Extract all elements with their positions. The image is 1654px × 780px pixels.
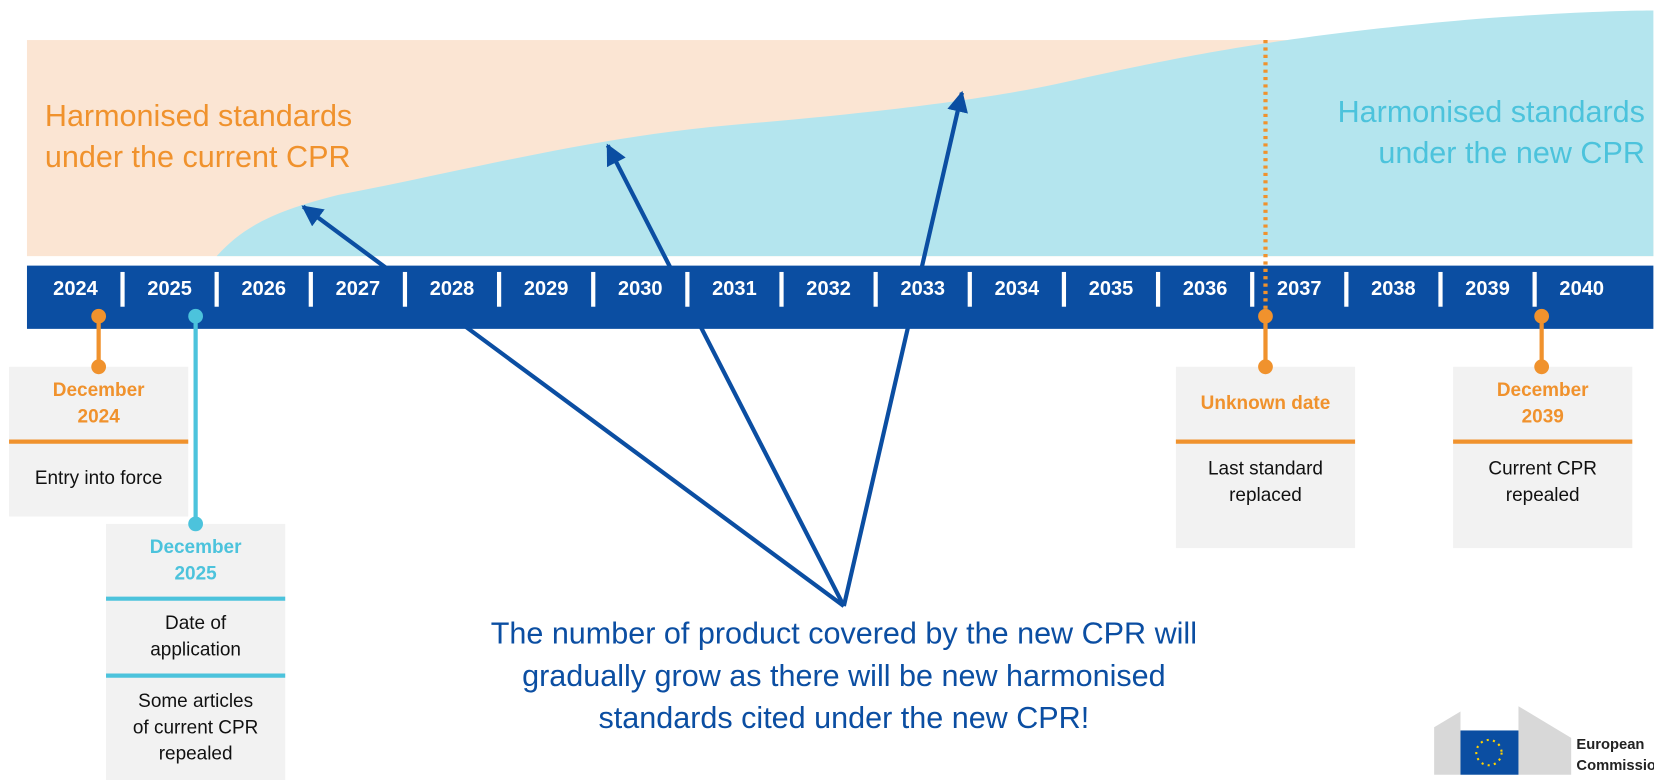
year-label: 2029 bbox=[524, 278, 569, 300]
event-text: Entry into force bbox=[35, 468, 163, 489]
connector-dot bbox=[188, 516, 203, 532]
event-text: of current CPR bbox=[133, 717, 258, 738]
event-text: Last standard bbox=[1208, 459, 1323, 480]
year-label: 2038 bbox=[1371, 278, 1416, 300]
year-label: 2032 bbox=[806, 278, 851, 300]
right-label: Harmonised standards bbox=[1338, 95, 1645, 129]
connector-dot bbox=[1534, 359, 1550, 375]
connector-dot bbox=[91, 308, 107, 324]
connector-dot bbox=[188, 308, 203, 324]
event-title: 2039 bbox=[1522, 406, 1564, 427]
event-title: 2024 bbox=[78, 406, 121, 427]
event-title: 2025 bbox=[175, 563, 218, 584]
event-text: Date of bbox=[165, 613, 227, 634]
timeline-bar bbox=[26, 265, 1654, 329]
year-label: 2040 bbox=[1559, 278, 1604, 300]
logo-text: European bbox=[1576, 737, 1644, 753]
event-title: December bbox=[53, 380, 145, 401]
event-text: Current CPR bbox=[1488, 459, 1597, 480]
message: The number of product covered by the new… bbox=[491, 617, 1197, 651]
event-title: Unknown date bbox=[1201, 393, 1331, 414]
year-label: 2024 bbox=[53, 278, 98, 300]
year-label: 2026 bbox=[241, 278, 286, 300]
event-text: replaced bbox=[1229, 485, 1302, 506]
year-label: 2037 bbox=[1277, 278, 1322, 300]
connector-dot bbox=[1534, 308, 1550, 324]
connector-dot bbox=[1258, 359, 1273, 375]
year-label: 2033 bbox=[900, 278, 945, 300]
year-label: 2025 bbox=[147, 278, 192, 300]
year-label: 2031 bbox=[712, 278, 757, 300]
event-text: repealed bbox=[1506, 485, 1580, 506]
year-label: 2030 bbox=[618, 278, 663, 300]
event-box bbox=[1175, 366, 1356, 549]
event-text: Some articles bbox=[138, 691, 253, 712]
event-box bbox=[106, 523, 286, 780]
right-label: under the new CPR bbox=[1378, 136, 1645, 170]
message: standards cited under the new CPR! bbox=[598, 701, 1089, 735]
year-label: 2036 bbox=[1183, 278, 1228, 300]
event-title: December bbox=[1497, 380, 1589, 401]
logo-text: Commission bbox=[1576, 758, 1654, 774]
connector-dot bbox=[1258, 308, 1273, 324]
event-text: repealed bbox=[159, 744, 233, 765]
new-area bbox=[216, 10, 1654, 257]
left-label: Harmonised standards bbox=[45, 99, 352, 133]
message: gradually grow as there will be new harm… bbox=[522, 659, 1166, 693]
year-label: 2027 bbox=[336, 278, 381, 300]
event-title: December bbox=[150, 537, 242, 558]
year-label: 2028 bbox=[430, 278, 475, 300]
year-label: 2039 bbox=[1465, 278, 1510, 300]
logo: European Commission bbox=[1434, 706, 1654, 775]
event-box bbox=[1453, 366, 1633, 549]
left-label: under the current CPR bbox=[45, 140, 351, 174]
year-label: 2034 bbox=[995, 278, 1040, 300]
connector-dot bbox=[91, 359, 107, 375]
year-label: 2035 bbox=[1089, 278, 1134, 300]
event-text: application bbox=[150, 639, 241, 660]
